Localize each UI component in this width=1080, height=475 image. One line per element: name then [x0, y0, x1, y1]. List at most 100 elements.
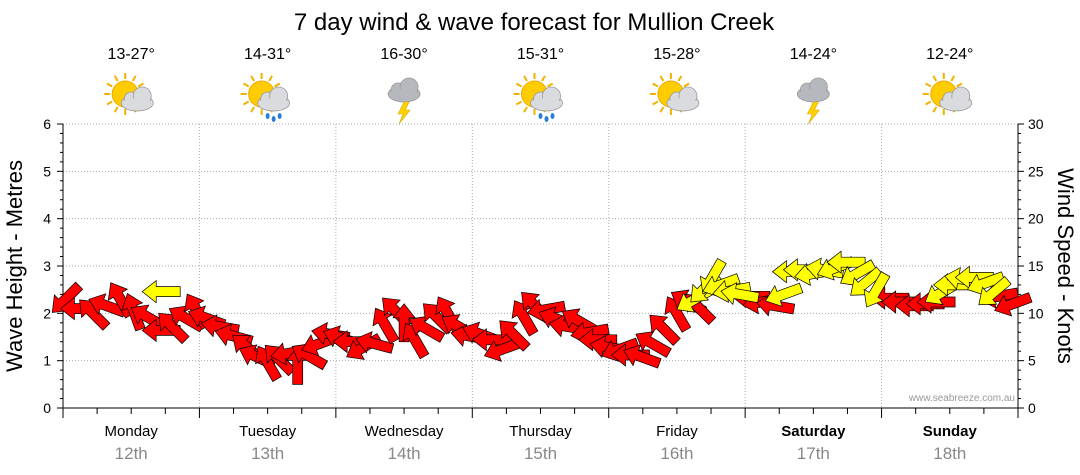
sun-ray — [652, 82, 659, 88]
sun-ray — [523, 75, 528, 82]
y-tick-label-left: 0 — [43, 400, 51, 416]
sun-ray — [683, 82, 690, 88]
sun-ray — [541, 75, 546, 82]
rain-drop — [544, 116, 549, 122]
weather-icons — [104, 73, 973, 125]
wind-arrow — [720, 282, 760, 306]
rain-drop — [265, 113, 270, 119]
sun-ray — [113, 75, 119, 82]
cloud — [939, 86, 973, 112]
sun-cloud-icon — [104, 73, 154, 115]
sun-ray — [268, 75, 274, 82]
sun-cloud-icon — [922, 73, 973, 115]
day-name-label: Sunday — [923, 423, 978, 440]
y-tick-label-left: 3 — [43, 258, 51, 274]
cloud — [530, 86, 563, 112]
cloud-fill — [258, 98, 289, 110]
sun-ray — [515, 82, 523, 88]
cloud — [666, 86, 700, 112]
cloud — [387, 77, 421, 103]
wind-arrow — [764, 282, 804, 308]
wind-arrow — [499, 320, 531, 352]
storm-cloud-icon — [796, 77, 830, 125]
day-date-label: 18th — [933, 444, 966, 463]
day-date-label: 16th — [660, 444, 693, 463]
day-date-label: 14th — [388, 444, 421, 463]
sun-cloud-rain-icon — [240, 73, 291, 122]
sun-ray — [950, 75, 956, 82]
y-tick-label-left: 1 — [43, 353, 51, 369]
sun-ray — [250, 75, 256, 82]
day-date-label: 15th — [524, 444, 557, 463]
sun-ray — [137, 82, 144, 88]
day-temp-label: 15-28° — [653, 46, 700, 63]
day-name-label: Monday — [105, 423, 159, 440]
wind-arrows — [51, 250, 1033, 385]
day-name-label: Tuesday — [239, 423, 296, 440]
day-temp-label: 12-24° — [926, 46, 973, 63]
cloud — [796, 77, 830, 103]
cloud-fill — [798, 89, 829, 101]
y-tick-label-right: 5 — [1028, 353, 1036, 369]
cloud-fill — [940, 98, 971, 110]
day-temp-label: 15-31° — [517, 46, 564, 63]
wind-arrow — [635, 331, 672, 358]
day-name-label: Thursday — [509, 423, 572, 440]
sun-ray — [932, 106, 938, 113]
wind-arrow — [649, 314, 681, 346]
day-labels: Monday 12th 13-27° Tuesday 13th 14-31° Wednesd… — [105, 46, 978, 463]
rain-drop — [538, 113, 543, 119]
sun-ray — [131, 75, 137, 82]
sun-ray — [652, 100, 659, 106]
cloud-fill — [122, 98, 153, 110]
day-temp-label: 16-30° — [380, 46, 427, 63]
day-temp-label: 14-31° — [244, 46, 291, 63]
day-date-label: 13th — [251, 444, 284, 463]
y-tick-label-right: 20 — [1028, 211, 1044, 227]
lightning-bolt — [806, 101, 820, 125]
sun-ray — [932, 75, 938, 82]
chart-title: 7 day wind & wave forecast for Mullion C… — [294, 9, 775, 36]
sun-cloud-icon — [649, 73, 700, 115]
y-tick-label-right: 25 — [1028, 163, 1044, 179]
sun-ray — [956, 82, 963, 88]
rain-drop — [271, 116, 276, 122]
cloud-fill — [389, 89, 420, 101]
rain-drop — [277, 113, 282, 119]
lightning-bolt — [397, 101, 411, 125]
day-date-label: 17th — [797, 444, 830, 463]
sun-cloud-rain-icon — [513, 73, 563, 122]
watermark: www.seabreeze.com.au — [908, 393, 1015, 404]
y-tick-label-left: 4 — [43, 211, 51, 227]
sun-ray — [677, 75, 683, 82]
y-axis-label-right: Wind Speed - Knots — [1053, 168, 1078, 364]
sun-ray — [242, 82, 250, 88]
wind-arrow — [355, 331, 395, 354]
axes: 0 1 2 3 4 5 6 0 5 10 15 20 25 30 — [43, 116, 1044, 418]
sun-ray — [659, 75, 665, 82]
rain-drop — [550, 113, 555, 119]
y-tick-label-right: 30 — [1028, 116, 1044, 132]
cloud-fill — [531, 98, 562, 110]
y-tick-label-left: 2 — [43, 305, 51, 321]
sun-ray — [106, 100, 113, 106]
sun-ray — [106, 82, 113, 88]
sun-ray — [925, 100, 932, 106]
sun-ray — [523, 106, 528, 113]
wind-arrow — [471, 328, 511, 352]
sun-ray — [515, 100, 523, 106]
day-temp-label: 14-24° — [790, 46, 837, 63]
y-tick-label-right: 10 — [1028, 305, 1044, 321]
sun-ray — [274, 82, 281, 88]
y-tick-label-left: 5 — [43, 163, 51, 179]
wind-arrow — [372, 307, 400, 345]
cloud — [257, 86, 291, 112]
day-temp-label: 13-27° — [108, 46, 155, 63]
storm-cloud-icon — [387, 77, 421, 125]
wind-arrow — [392, 303, 416, 343]
sun-ray — [242, 100, 250, 106]
y-tick-label-right: 0 — [1028, 400, 1036, 416]
wind-arrow — [978, 275, 1012, 306]
day-date-label: 12th — [115, 444, 148, 463]
